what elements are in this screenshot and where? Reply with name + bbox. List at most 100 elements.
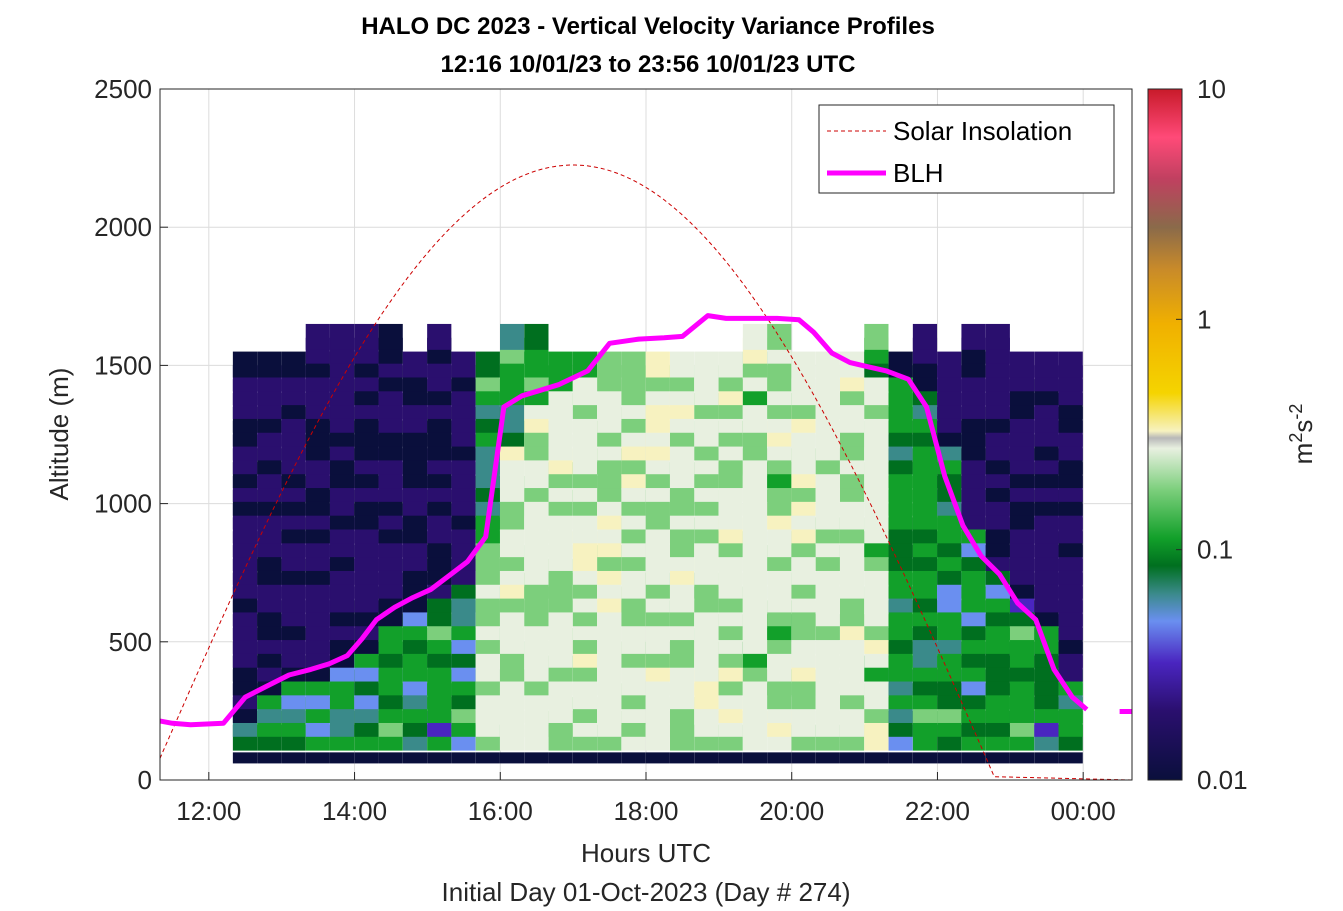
legend-blh-label: BLH — [893, 158, 944, 188]
heatmap-cell — [378, 752, 403, 764]
solar-insolation-line — [160, 164, 1132, 780]
heatmap-cell — [257, 752, 282, 764]
heatmap-cell — [354, 323, 379, 350]
heatmap-cells — [232, 323, 1083, 764]
legend-box — [818, 104, 1115, 194]
heatmap-cell — [985, 752, 1010, 764]
heatmap-cell — [281, 351, 306, 378]
heatmap-cell — [475, 752, 500, 764]
heatmap-cell — [524, 752, 549, 764]
y-tick-label: 500 — [109, 627, 152, 657]
heatmap-cell — [912, 323, 938, 350]
heatmap-cell — [961, 752, 986, 764]
blh-line — [160, 313, 1089, 728]
y-tick-label: 2500 — [94, 74, 152, 104]
heatmap-cell — [937, 351, 962, 378]
heatmap-cell — [621, 752, 646, 764]
heatmap-cell — [305, 752, 330, 764]
heatmap-cell — [718, 351, 743, 378]
x-axis-sublabel: Initial Day 01-Oct-2023 (Day # 274) — [442, 877, 851, 907]
heatmap-cell — [281, 752, 306, 764]
heatmap-cell — [572, 752, 598, 764]
y-tick-label: 2000 — [94, 212, 152, 242]
heatmap-cell — [742, 752, 768, 764]
x-tick-label: 12:00 — [176, 796, 241, 826]
heatmap-cell — [645, 351, 670, 378]
heatmap-cell — [694, 351, 719, 378]
heatmap-cell — [937, 752, 962, 764]
x-axis-label: Hours UTC — [581, 838, 711, 868]
heatmap-cell — [451, 351, 476, 378]
colorbar-ticks: 0.01 0.1 1 10 — [1176, 74, 1248, 795]
heatmap-cell — [427, 323, 452, 350]
heatmap-cell — [1058, 351, 1083, 378]
legend-solar-label: Solar Insolation — [893, 116, 1072, 146]
colorbar-tick-label: 1 — [1197, 304, 1211, 334]
colorbar-tick-label: 10 — [1197, 74, 1226, 104]
heatmap-cell — [257, 351, 282, 378]
heatmap-cell — [645, 752, 670, 764]
heatmap-cell — [670, 752, 695, 764]
heatmap-cell — [839, 752, 865, 764]
heatmap-cell — [1034, 351, 1059, 378]
heatmap-cell — [1009, 351, 1035, 378]
x-tick-label: 20:00 — [759, 796, 824, 826]
chart-title-line1: HALO DC 2023 - Vertical Velocity Varianc… — [361, 13, 935, 40]
heatmap-cell — [621, 351, 646, 378]
colorbar-tick-label: 0.1 — [1197, 535, 1233, 565]
y-tick-label: 0 — [138, 765, 152, 795]
colorbar: 0.01 0.1 1 10 m2s-2 — [1147, 74, 1318, 795]
heatmap-cell — [232, 752, 258, 764]
heatmap-cell — [524, 323, 549, 350]
heatmap-cell — [500, 323, 525, 350]
colorbar-gradient — [1147, 88, 1183, 781]
chart-title-line2: 12:16 10/01/23 to 23:56 10/01/23 UTC — [441, 51, 856, 78]
x-tick-label: 00:00 — [1051, 796, 1116, 826]
series-lines — [160, 164, 1132, 780]
heatmap-cell — [742, 323, 768, 350]
heatmap-cell — [500, 752, 525, 764]
heatmap-cell — [548, 351, 573, 378]
heatmap-cell — [330, 323, 355, 350]
x-tick-label: 16:00 — [468, 796, 533, 826]
heatmap-cell — [864, 323, 889, 350]
heatmap-cell — [305, 323, 330, 350]
heatmap-cell — [402, 752, 428, 764]
heatmap-cell — [912, 752, 938, 764]
colorbar-tick-label: 0.01 — [1197, 765, 1248, 795]
y-tick-label: 1000 — [94, 489, 152, 519]
axis-ticks: 12:00 14:00 16:00 18:00 20:00 22:00 00:00 0 500 1… — [94, 74, 1116, 826]
heatmap-cell — [597, 752, 622, 764]
x-tick-label: 18:00 — [613, 796, 678, 826]
y-axis-label: Altitude (m) — [44, 368, 74, 501]
heatmap-cell — [402, 351, 428, 378]
heatmap-cell — [378, 323, 403, 350]
heatmap-cell — [451, 752, 476, 764]
heatmap-cell — [888, 752, 913, 764]
heatmap-cell — [670, 351, 695, 378]
heatmap-cell — [791, 351, 816, 378]
heatmap-cell — [985, 323, 1010, 350]
heatmap-cell — [330, 752, 355, 764]
heatmap-cell — [475, 351, 500, 378]
heatmap-cell — [1034, 752, 1059, 764]
heatmap-cell — [815, 752, 840, 764]
heatmap-cell — [1058, 752, 1083, 764]
heatmap-cell — [694, 752, 719, 764]
heatmap-cell — [354, 752, 379, 764]
heatmap-cell — [718, 752, 743, 764]
legend: Solar Insolation BLH — [818, 104, 1115, 194]
x-tick-label: 22:00 — [905, 796, 970, 826]
heatmap-cell — [1009, 752, 1035, 764]
colorbar-label: m2s-2 — [1286, 404, 1318, 465]
heatmap-cell — [767, 323, 792, 350]
heatmap-cell — [548, 752, 573, 764]
heatmap-cell — [232, 351, 258, 378]
y-tick-label: 1500 — [94, 350, 152, 380]
heatmap-cell — [791, 752, 816, 764]
x-tick-label: 14:00 — [322, 796, 387, 826]
heatmap-cell — [864, 752, 889, 764]
heatmap-cell — [767, 752, 792, 764]
heatmap-cell — [961, 323, 986, 350]
